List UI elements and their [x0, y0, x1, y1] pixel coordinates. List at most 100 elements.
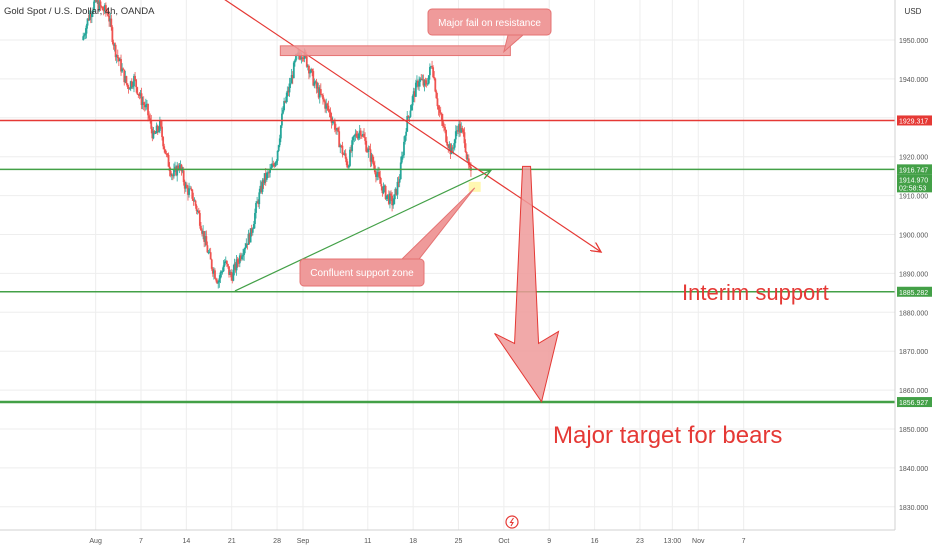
candle-body [94, 0, 96, 2]
candle-body [146, 103, 148, 105]
y-tick-label: 1830.000 [899, 505, 928, 512]
candle-body [363, 134, 365, 138]
candle-body [454, 131, 457, 140]
candle-body [285, 96, 288, 103]
candle-body [90, 13, 93, 18]
candle-body [125, 76, 128, 84]
candle-body [302, 57, 305, 59]
candle-body [262, 180, 265, 184]
candle-body [211, 268, 214, 274]
candle-body [309, 72, 311, 74]
candle-body [426, 83, 429, 85]
candle-body [315, 81, 318, 89]
candle-body [160, 120, 162, 127]
candle-body [380, 183, 383, 187]
candle-body [149, 118, 152, 121]
candle-body [164, 149, 167, 154]
candle-body [238, 255, 241, 264]
candle-body [260, 185, 263, 192]
candle-body [282, 110, 284, 114]
candle-body [271, 163, 274, 168]
candle-body [289, 83, 292, 85]
candle-body [261, 180, 264, 192]
candle-body [254, 212, 256, 225]
candle-body [348, 165, 350, 168]
candle-body [221, 271, 224, 273]
candle-body [352, 136, 355, 141]
currency-label[interactable]: USD [905, 7, 922, 16]
candle-body [294, 60, 296, 63]
resistance-zone [279, 45, 511, 57]
time-axis[interactable] [0, 530, 895, 550]
candle-body [235, 259, 238, 271]
candle-body [187, 187, 189, 195]
candle-body [383, 185, 386, 187]
candle-body [82, 36, 85, 40]
candle-body [208, 252, 211, 254]
candle-body [245, 243, 248, 248]
candle-body [414, 82, 417, 97]
candle-body [190, 188, 193, 190]
candle-body [456, 130, 458, 132]
candle-body [177, 165, 180, 170]
candle-body [461, 127, 464, 130]
candle-body [176, 165, 179, 176]
candle-body [240, 255, 242, 260]
candle-body [450, 147, 453, 155]
candle-body [249, 228, 252, 243]
candle-body [117, 58, 120, 62]
annotation-layer: Major fail on resistance Confluent suppor… [279, 8, 829, 449]
candle-body [457, 130, 459, 132]
candle-body [87, 18, 90, 20]
candle-body [341, 145, 344, 155]
candle-body [251, 228, 254, 233]
candle-body [395, 188, 398, 195]
candle-body [233, 263, 236, 270]
candle-body [440, 113, 443, 120]
candle-body [136, 87, 139, 94]
candle-body [231, 277, 234, 281]
candle-body [308, 65, 310, 74]
candle-body [278, 138, 281, 146]
candle-body [353, 135, 356, 137]
price-axis[interactable] [895, 0, 932, 550]
candle-body [197, 210, 200, 214]
candle-body [135, 79, 138, 88]
candle-body [403, 141, 405, 156]
candle-body [243, 249, 246, 255]
candle-body [466, 158, 469, 160]
price-tag-label: 1929.317 [899, 118, 928, 125]
candle-body [116, 54, 119, 59]
price-tag [897, 115, 932, 126]
candle-body [214, 270, 216, 279]
candle-body [467, 158, 470, 166]
candle-body [349, 149, 351, 166]
candle-body [109, 18, 112, 22]
candle-body [381, 186, 384, 194]
candle-body [369, 149, 372, 162]
candle-body [390, 193, 392, 196]
candle-body [452, 147, 455, 149]
candle-body [98, 1, 101, 11]
y-tick-label: 1910.000 [899, 194, 928, 201]
candle-body [329, 111, 332, 118]
candle-body [404, 135, 406, 142]
y-tick-label: 1940.000 [899, 77, 928, 84]
candle-body [459, 123, 462, 133]
candle-body [215, 278, 217, 281]
candle-body [106, 11, 108, 13]
candle-body [124, 76, 127, 83]
candle-body [281, 113, 283, 126]
candle-body [129, 81, 132, 89]
candle-body [267, 172, 269, 174]
candle-body [344, 153, 347, 159]
candle-body [437, 106, 440, 110]
candle-body [326, 103, 329, 106]
replay-icon[interactable] [505, 515, 519, 529]
candle-body [402, 155, 404, 157]
candle-body [189, 188, 192, 190]
candle-body [421, 79, 424, 81]
candle-body [436, 98, 439, 107]
